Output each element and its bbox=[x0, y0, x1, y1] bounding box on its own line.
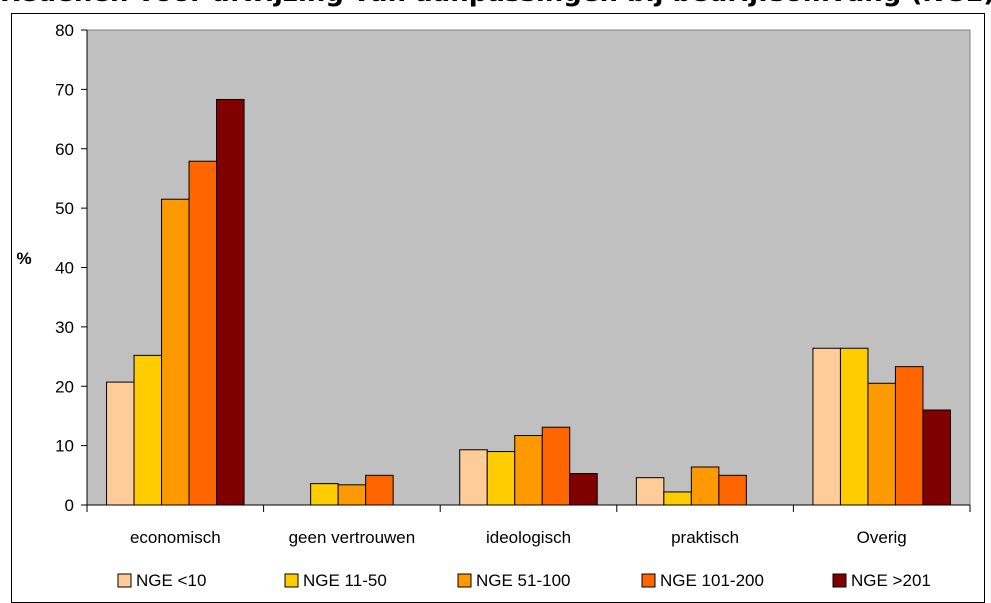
x-tick-label: ideologisch bbox=[486, 528, 571, 547]
y-tick-label: 60 bbox=[55, 140, 74, 159]
y-tick-label: 70 bbox=[55, 80, 74, 99]
bar bbox=[718, 474, 747, 506]
y-tick-label: 40 bbox=[55, 259, 74, 278]
bar bbox=[459, 449, 488, 506]
legend-swatch bbox=[117, 573, 132, 588]
bar bbox=[690, 466, 720, 506]
legend: NGE <10 NGE 11-50 NGE 51-100 NGE 101-200 NGE… bbox=[117, 571, 931, 590]
bar bbox=[486, 451, 516, 506]
bar bbox=[922, 409, 951, 506]
bar bbox=[663, 491, 692, 506]
y-tick-label: 80 bbox=[55, 21, 74, 40]
bar bbox=[310, 483, 339, 506]
bar bbox=[635, 477, 665, 506]
bar bbox=[894, 366, 924, 506]
x-tick-label: economisch bbox=[130, 528, 221, 547]
bar bbox=[541, 426, 571, 506]
bar bbox=[812, 347, 841, 506]
bar bbox=[188, 160, 218, 506]
y-axis-label: % bbox=[16, 249, 31, 268]
bar bbox=[106, 381, 135, 506]
bar bbox=[216, 98, 245, 506]
legend-label: NGE 11-50 bbox=[303, 571, 387, 590]
bar bbox=[337, 484, 367, 506]
bar bbox=[867, 382, 896, 506]
y-tick-label: 10 bbox=[55, 437, 74, 456]
bar bbox=[839, 347, 869, 506]
legend-swatch bbox=[457, 573, 472, 588]
legend-label: NGE 51-100 bbox=[476, 571, 571, 590]
bar bbox=[161, 198, 190, 506]
y-tick-label: 30 bbox=[55, 318, 74, 337]
bar bbox=[514, 435, 543, 506]
legend-swatch bbox=[832, 573, 847, 588]
legend-label: NGE 101-200 bbox=[660, 571, 764, 590]
legend-swatch bbox=[284, 573, 299, 588]
x-tick-label: geen vertrouwen bbox=[289, 528, 416, 547]
legend-label: NGE >201 bbox=[851, 571, 931, 590]
bar bbox=[569, 473, 598, 506]
chart-title: Redenen voor afwijzing van aanpassingen … bbox=[0, 0, 991, 22]
x-tick-label: Overig bbox=[857, 528, 907, 547]
y-tick-label: 50 bbox=[55, 199, 74, 218]
bar bbox=[133, 354, 163, 506]
legend-swatch bbox=[641, 573, 656, 588]
y-tick-label: 20 bbox=[55, 377, 74, 396]
bar bbox=[365, 474, 394, 506]
bars-group bbox=[106, 98, 951, 506]
axes-group: economisch geen vertrouwen ideologisch prak… bbox=[55, 21, 971, 547]
x-tick-label: praktisch bbox=[671, 528, 739, 547]
y-tick-label: 0 bbox=[65, 496, 74, 515]
legend-label: NGE <10 bbox=[136, 571, 206, 590]
